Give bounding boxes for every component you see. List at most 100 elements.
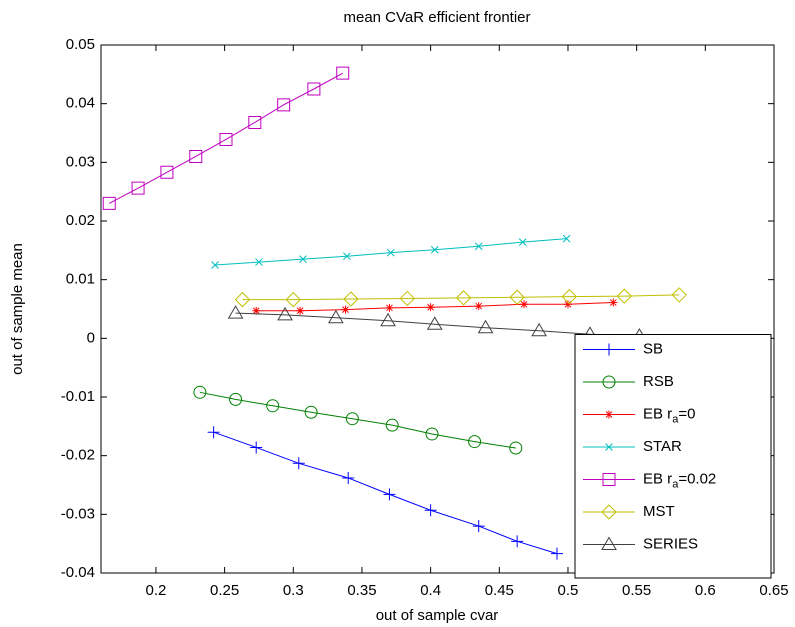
y-tick-label: -0.04 bbox=[61, 564, 95, 581]
marker bbox=[609, 298, 618, 307]
series bbox=[102, 66, 350, 210]
series bbox=[207, 426, 563, 560]
legend-label: STAR bbox=[643, 438, 682, 455]
marker bbox=[399, 290, 415, 307]
marker bbox=[616, 288, 632, 304]
marker bbox=[383, 488, 396, 501]
marker bbox=[426, 316, 443, 330]
marker bbox=[474, 302, 483, 311]
marker bbox=[304, 405, 318, 419]
x-tick-label: 0.35 bbox=[347, 582, 376, 599]
marker bbox=[211, 261, 219, 269]
marker bbox=[601, 536, 617, 550]
marker bbox=[277, 98, 291, 112]
series bbox=[234, 287, 687, 308]
marker bbox=[509, 289, 525, 305]
marker bbox=[605, 443, 613, 451]
legend-box bbox=[574, 334, 772, 579]
marker bbox=[385, 303, 394, 312]
marker bbox=[207, 426, 220, 439]
y-tick-label: 0 bbox=[87, 329, 95, 346]
marker bbox=[603, 343, 615, 356]
chart-title: mean CVaR efficient frontier bbox=[343, 9, 530, 26]
marker bbox=[561, 288, 578, 305]
y-tick-label: -0.01 bbox=[61, 388, 95, 405]
marker bbox=[601, 504, 617, 520]
x-tick-label: 0.65 bbox=[759, 582, 788, 599]
marker bbox=[386, 248, 395, 257]
legend-label: MST bbox=[643, 503, 675, 520]
series-line bbox=[109, 72, 343, 204]
marker bbox=[189, 149, 203, 163]
marker bbox=[229, 392, 243, 406]
marker bbox=[602, 473, 616, 486]
y-tick-label: 0.04 bbox=[66, 95, 95, 112]
y-tick-label: -0.02 bbox=[61, 447, 95, 464]
marker bbox=[336, 66, 350, 80]
x-tick-label: 0.4 bbox=[420, 582, 441, 599]
marker bbox=[193, 385, 207, 399]
marker bbox=[299, 255, 307, 263]
marker bbox=[285, 291, 301, 308]
marker bbox=[250, 441, 263, 454]
y-axis-label: out of sample mean bbox=[9, 243, 26, 375]
series-line bbox=[242, 294, 680, 301]
legend-label: EB ra=0 bbox=[643, 405, 695, 425]
marker bbox=[380, 312, 396, 327]
series bbox=[211, 234, 571, 269]
marker bbox=[327, 309, 344, 324]
marker bbox=[296, 306, 305, 315]
legend-label: EB ra=0.02 bbox=[643, 470, 716, 490]
legend-label: SERIES bbox=[643, 535, 698, 552]
marker bbox=[342, 252, 351, 261]
marker bbox=[511, 535, 524, 548]
x-tick-label: 0.5 bbox=[558, 582, 579, 599]
marker bbox=[255, 258, 263, 266]
marker bbox=[531, 322, 548, 337]
marker bbox=[424, 504, 437, 517]
marker bbox=[248, 115, 262, 129]
marker bbox=[252, 306, 261, 315]
x-tick-label: 0.6 bbox=[695, 582, 716, 599]
marker bbox=[341, 305, 350, 314]
marker bbox=[605, 410, 613, 419]
marker bbox=[343, 291, 359, 307]
marker bbox=[277, 306, 293, 321]
marker bbox=[472, 520, 485, 533]
x-tick-label: 0.2 bbox=[146, 582, 167, 599]
marker bbox=[131, 181, 145, 195]
marker bbox=[227, 305, 244, 319]
x-axis-label: out of sample cvar bbox=[376, 607, 499, 624]
marker bbox=[426, 303, 435, 312]
series bbox=[193, 385, 523, 455]
marker bbox=[160, 165, 174, 179]
marker bbox=[468, 435, 482, 449]
legend-label: RSB bbox=[643, 373, 674, 390]
marker bbox=[563, 300, 572, 309]
marker bbox=[234, 291, 251, 308]
x-tick-label: 0.25 bbox=[210, 582, 239, 599]
marker bbox=[474, 242, 483, 251]
marker bbox=[671, 287, 687, 303]
marker bbox=[266, 399, 280, 413]
marker bbox=[430, 245, 439, 254]
marker bbox=[550, 547, 563, 560]
marker bbox=[509, 441, 523, 455]
marker bbox=[307, 82, 321, 96]
marker bbox=[520, 300, 529, 309]
x-tick-label: 0.55 bbox=[622, 582, 651, 599]
y-tick-label: -0.03 bbox=[61, 505, 95, 522]
marker bbox=[477, 319, 494, 334]
marker bbox=[292, 457, 305, 470]
marker bbox=[219, 132, 233, 146]
series bbox=[252, 298, 618, 315]
marker bbox=[342, 471, 355, 484]
series-line bbox=[235, 312, 640, 337]
x-tick-label: 0.45 bbox=[485, 582, 514, 599]
marker bbox=[345, 412, 359, 426]
marker bbox=[102, 196, 116, 210]
y-tick-label: 0.02 bbox=[66, 212, 95, 229]
y-tick-label: 0.01 bbox=[66, 271, 95, 288]
marker bbox=[385, 418, 399, 432]
